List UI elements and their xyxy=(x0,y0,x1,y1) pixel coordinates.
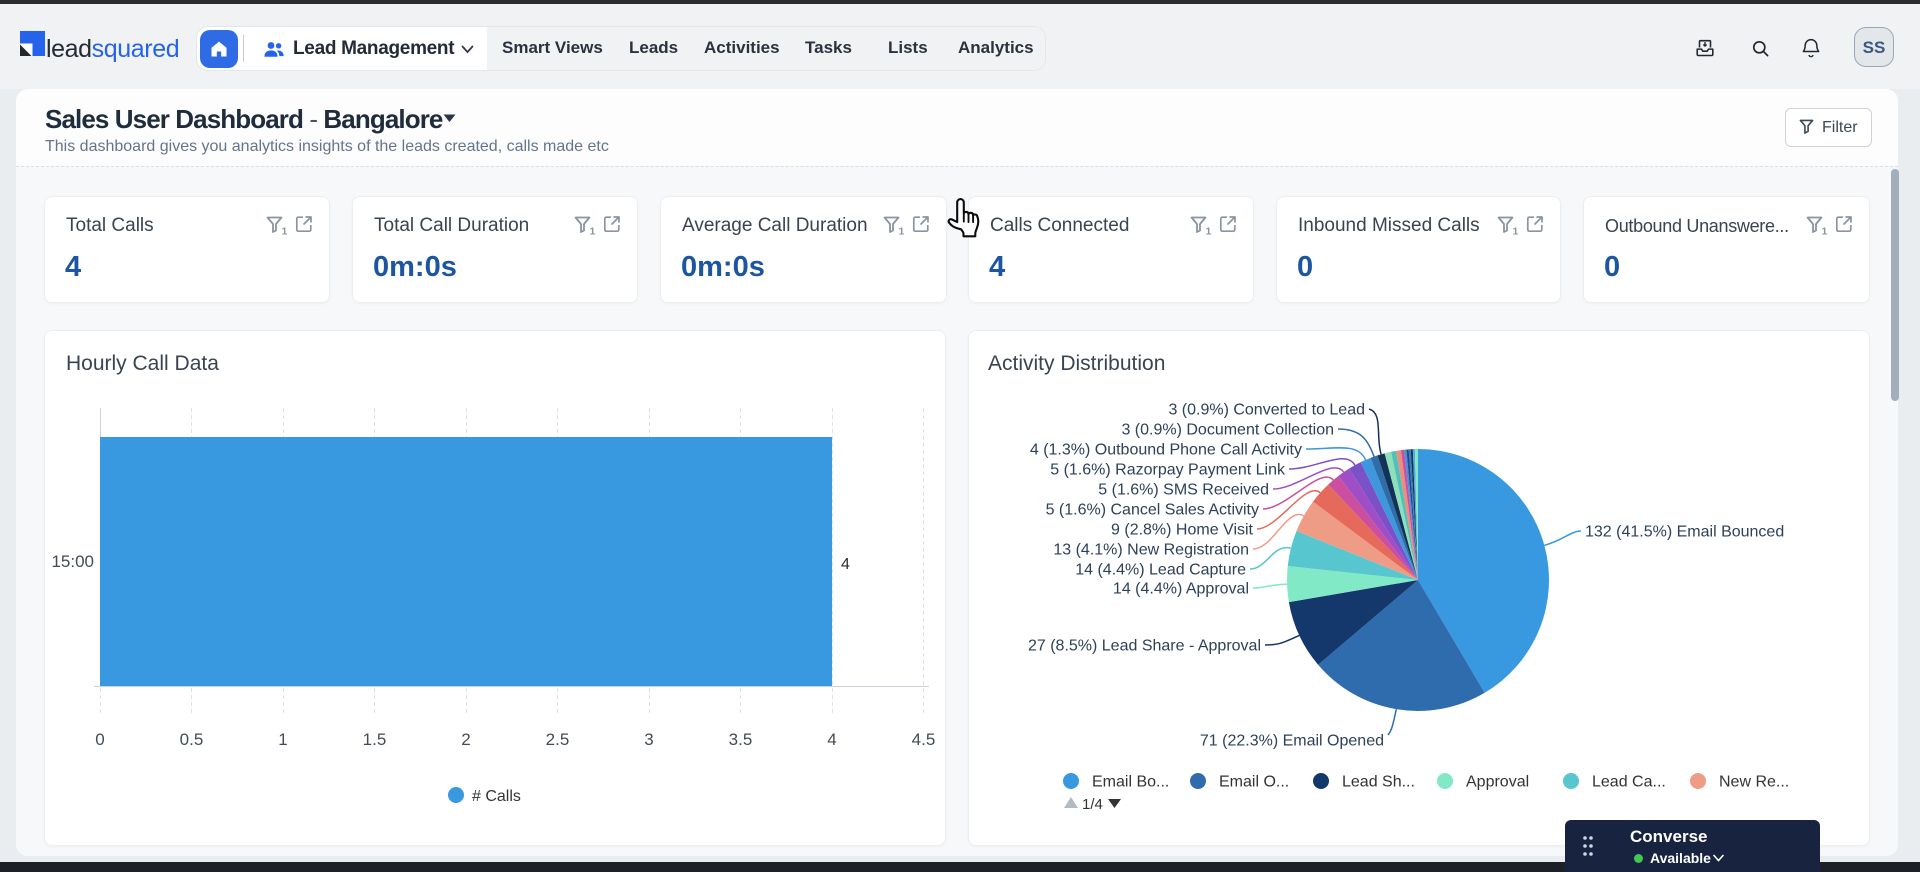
svg-text:1.5: 1.5 xyxy=(363,730,387,749)
svg-text:0.5: 0.5 xyxy=(180,730,204,749)
svg-text:Email Bo...: Email Bo... xyxy=(1092,774,1169,791)
svg-text:3 (0.9%) Document Collection: 3 (0.9%) Document Collection xyxy=(1121,422,1334,439)
svg-text:132 (41.5%) Email Bounced: 132 (41.5%) Email Bounced xyxy=(1585,524,1784,541)
svg-text:4 (1.3%) Outbound Phone Call A: 4 (1.3%) Outbound Phone Call Activity xyxy=(1030,442,1302,459)
svg-text:71 (22.3%) Email Opened: 71 (22.3%) Email Opened xyxy=(1200,733,1384,750)
svg-text:4.5: 4.5 xyxy=(912,730,936,749)
svg-text:New Re...: New Re... xyxy=(1719,774,1789,791)
svg-text:2.5: 2.5 xyxy=(546,730,570,749)
svg-text:Email O...: Email O... xyxy=(1219,774,1289,791)
svg-text:0: 0 xyxy=(95,730,104,749)
svg-text:3: 3 xyxy=(644,730,653,749)
svg-text:27 (8.5%) Lead Share - Approva: 27 (8.5%) Lead Share - Approval xyxy=(1028,638,1261,655)
svg-text:5 (1.6%) Cancel Sales Activity: 5 (1.6%) Cancel Sales Activity xyxy=(1046,502,1259,519)
svg-text:9 (2.8%) Home Visit: 9 (2.8%) Home Visit xyxy=(1111,522,1254,539)
svg-text:3.5: 3.5 xyxy=(729,730,753,749)
svg-text:Lead Sh...: Lead Sh... xyxy=(1342,774,1415,791)
svg-text:1/4: 1/4 xyxy=(1082,796,1103,813)
svg-text:Approval: Approval xyxy=(1466,774,1529,791)
svg-text:3 (0.9%) Converted to Lead: 3 (0.9%) Converted to Lead xyxy=(1168,402,1365,419)
svg-text:4: 4 xyxy=(841,556,850,573)
svg-text:Lead Ca...: Lead Ca... xyxy=(1592,774,1666,791)
svg-text:2: 2 xyxy=(461,730,470,749)
svg-text:13 (4.1%) New Registration: 13 (4.1%) New Registration xyxy=(1053,542,1249,559)
svg-text:15:00: 15:00 xyxy=(51,552,94,571)
svg-text:5 (1.6%) Razorpay Payment Link: 5 (1.6%) Razorpay Payment Link xyxy=(1050,462,1286,479)
svg-text:4: 4 xyxy=(827,730,836,749)
svg-text:14 (4.4%) Approval: 14 (4.4%) Approval xyxy=(1113,581,1249,598)
svg-text:14 (4.4%) Lead Capture: 14 (4.4%) Lead Capture xyxy=(1075,562,1246,579)
svg-text:1: 1 xyxy=(278,730,287,749)
svg-text:# Calls: # Calls xyxy=(472,788,521,805)
svg-text:5 (1.6%) SMS Received: 5 (1.6%) SMS Received xyxy=(1098,482,1269,499)
